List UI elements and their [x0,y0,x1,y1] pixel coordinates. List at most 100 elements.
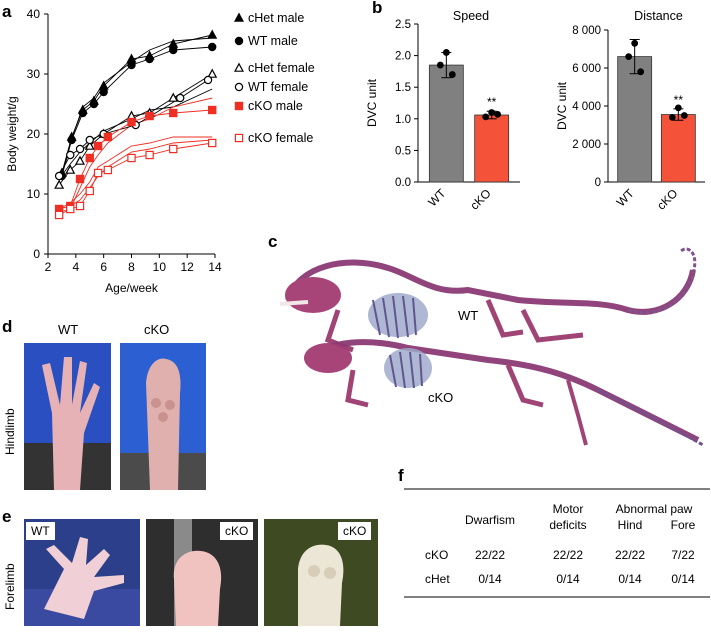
x-tick-label: 10 [153,260,167,274]
legend-label: cHet male [248,11,304,25]
category-label: WT [614,186,638,210]
category-label: cKO [654,186,680,212]
data-point [99,87,108,97]
x-tick-label: 2 [45,260,52,274]
forelimb-wt-label: WT [26,522,55,540]
y-axis-label: DVC unit [555,81,569,130]
row-chet-motor: 0/14 [556,572,580,586]
data-point [93,141,103,151]
data-point [436,61,444,69]
series-line [58,73,213,186]
significance-mark: ** [674,93,684,107]
data-point [482,113,490,121]
data-point [207,29,218,39]
legend-label: WT male [248,34,298,48]
data-point [176,93,185,103]
y-tick-label: 1.0 [395,114,411,126]
forelimb-cko-photo-2: cKO [264,519,378,626]
y-tick-label: 10 [27,187,41,201]
series-line [58,88,213,180]
series-line [61,34,213,174]
x-tick-label: 6 [100,260,107,274]
data-point [169,45,178,55]
y-tick-label: 2 000 [572,139,601,151]
bar [474,114,510,183]
forelimb-cko-label-2: cKO [338,522,372,540]
phenotype-table: Dwarfism Motor deficits Abnormal paw Hin… [404,488,710,598]
wt-skeleton [279,247,697,353]
data-point [78,108,87,118]
x-tick-label: 12 [180,260,194,274]
data-point [169,144,178,154]
row-cko-fore: 7/22 [671,548,695,562]
y-tick-label: 4 000 [572,101,601,113]
data-point [680,112,688,119]
data-point [145,111,154,121]
skeleton-wt-label: WT [458,308,478,323]
hindlimb-side-label: Hindlimb [3,408,17,455]
y-tick-label: 8 000 [572,25,601,37]
y-tick-label: 40 [27,7,41,21]
data-point [67,135,76,145]
chart-title: Distance [634,9,683,23]
header-dwarfism: Dwarfism [465,513,515,527]
legend-marker [234,133,244,143]
y-tick-label: 6 000 [572,63,601,75]
bar [428,64,464,183]
row-chet-group: cHet [425,572,450,586]
panel-c-letter: c [268,232,278,251]
hindlimb-wt-label: WT [58,322,79,337]
panel-a-letter: a [2,2,12,21]
y-tick-label: 2.0 [395,51,411,63]
hindlimb-cko-label: cKO [144,322,170,337]
y-axis-label: Body weight/g [5,96,19,171]
data-point [625,53,633,60]
data-point [208,138,217,148]
header-fore: Fore [671,518,696,532]
data-point [85,186,94,196]
legend-marker [233,62,245,72]
data-point [442,49,450,56]
chart-title: Speed [453,9,489,23]
legend-label: WT female [248,80,308,94]
x-axis-label: Age/week [105,281,159,295]
forelimb-side-label: Forelimb [3,563,17,610]
data-point [207,68,218,78]
data-point [145,150,154,160]
significance-mark: ** [487,95,497,109]
data-point [674,104,682,112]
data-point [637,68,645,76]
row-cko-hind: 22/22 [615,548,645,562]
bar [617,56,653,183]
x-tick-label: 4 [72,260,79,274]
legend-marker [234,82,244,92]
data-point [75,174,85,184]
panel-e-letter: e [2,507,12,526]
panel-d-letter: d [2,317,13,336]
y-tick-label: 0.5 [395,145,411,157]
data-point [127,60,136,70]
hindlimb-wt-photo [24,343,111,490]
y-tick-label: 2.5 [395,19,411,31]
y-tick-label: 20 [27,127,41,141]
data-point [103,132,113,142]
dvc-bar-charts: Speed 0.0 0.5 1.0 1.5 2.0 2.5 DVC unit WT cKO ** Di… [365,9,705,213]
data-point [85,153,94,163]
skeleton-cko-label: cKO [428,390,453,405]
legend-marker [234,101,244,111]
row-chet-hind: 0/14 [618,572,642,586]
row-cko-motor: 22/22 [553,548,583,562]
y-tick-label: 1.5 [395,82,411,94]
bar [660,114,696,183]
data-point [127,153,136,163]
data-point [169,108,178,118]
skeleton-stain-photo: WT cKO [279,247,704,447]
category-label: WT [425,186,449,210]
hindlimb-cko-photo [120,343,206,490]
y-axis-label: DVC unit [365,78,379,127]
data-point [488,109,496,116]
data-point [85,135,94,145]
row-chet-fore: 0/14 [671,572,695,586]
legend-marker [233,12,245,22]
row-cko-dwarfism: 22/22 [475,548,505,562]
